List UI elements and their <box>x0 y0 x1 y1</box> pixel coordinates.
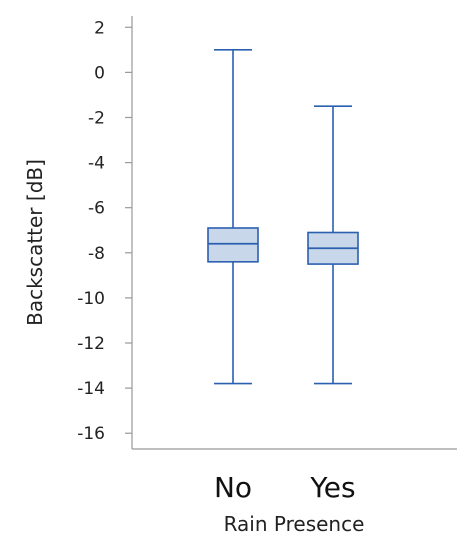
y-tick-label: -2 <box>88 108 105 128</box>
x-axis: No Yes <box>132 448 457 504</box>
y-tick-label: -6 <box>88 199 105 219</box>
y-tick-label: -4 <box>88 154 105 174</box>
x-category-label: Yes <box>309 471 355 504</box>
iqr-box <box>207 227 259 263</box>
y-tick-label: -10 <box>77 289 105 309</box>
y-tick-label: 0 <box>94 63 105 83</box>
y-tick-label: -16 <box>77 424 105 444</box>
box-yes <box>307 105 359 385</box>
y-axis-title: Backscatter [dB] <box>23 159 47 326</box>
y-tick-label: -12 <box>77 334 105 354</box>
y-tick-label: 2 <box>94 18 105 38</box>
x-axis-title: Rain Presence <box>224 512 365 536</box>
y-tick-label: -14 <box>77 379 105 399</box>
y-axis: 2 0 -2 -4 -6 -8 -10 -12 -14 -16 <box>77 16 133 449</box>
box-series <box>207 49 359 385</box>
box-no <box>207 49 259 385</box>
y-tick-label: -8 <box>88 244 105 264</box>
x-category-label: No <box>214 471 252 504</box>
